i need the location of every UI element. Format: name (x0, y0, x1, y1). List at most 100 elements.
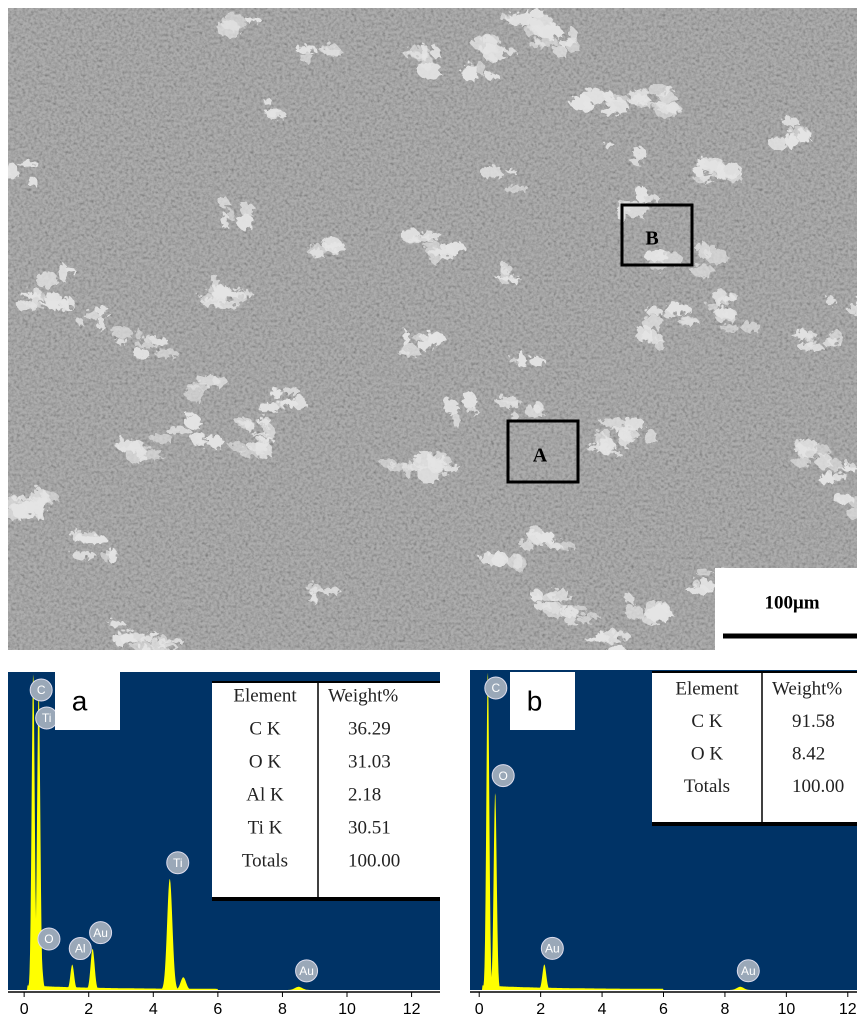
particle (234, 211, 251, 227)
marker-label: B (645, 228, 658, 250)
particle (610, 630, 628, 637)
particle (275, 397, 288, 407)
particle (308, 590, 315, 599)
particle (591, 633, 609, 639)
particle (450, 410, 458, 424)
x-tick-label: 10 (338, 1001, 356, 1018)
particle (793, 329, 808, 338)
particle (494, 394, 517, 405)
particle (228, 440, 244, 450)
particle (22, 301, 45, 305)
particle (402, 329, 408, 346)
particle (517, 539, 531, 547)
particle (108, 324, 129, 337)
particle (796, 342, 821, 349)
particle (307, 586, 318, 590)
particle (268, 386, 280, 396)
scale-label: 100μm (764, 592, 819, 613)
particle (530, 399, 540, 410)
particle (398, 343, 419, 354)
particle (509, 409, 515, 419)
particle (258, 435, 272, 439)
particle (163, 425, 189, 432)
particle (483, 70, 497, 78)
particle (410, 449, 431, 467)
peak-label: Al (75, 942, 86, 956)
panel-label-box (55, 672, 120, 730)
particle (76, 529, 96, 541)
peak-label: O (44, 932, 53, 946)
x-tick-label: 0 (20, 1001, 29, 1018)
particle (478, 163, 501, 176)
particle (147, 431, 170, 441)
particle (42, 290, 60, 307)
particle (409, 331, 422, 338)
particle (460, 389, 474, 407)
particle (3, 493, 21, 507)
particle (237, 202, 254, 213)
particle (790, 454, 808, 465)
particle (261, 95, 270, 102)
particle (254, 417, 269, 423)
particle (504, 167, 514, 171)
panel-label: b (527, 685, 543, 716)
particle (715, 162, 722, 179)
particle (633, 183, 644, 200)
particle (625, 93, 648, 102)
table-cell: 100.00 (792, 776, 844, 797)
particle (692, 162, 703, 175)
particle (655, 102, 680, 110)
particle (441, 396, 456, 412)
particle (784, 129, 793, 138)
particle (427, 245, 440, 262)
sem-image: B A 100μm (0, 8, 857, 661)
particle (528, 592, 540, 598)
particle (729, 291, 736, 300)
particle (280, 385, 297, 392)
particle (415, 59, 439, 77)
particle (510, 553, 524, 569)
particle (693, 568, 712, 572)
table-cell: Totals (242, 850, 288, 871)
particle (508, 275, 516, 281)
particle (576, 616, 592, 621)
particle (739, 320, 759, 330)
particle (574, 612, 599, 616)
particle (530, 26, 542, 33)
particle (501, 183, 526, 190)
table-cell: C K (249, 718, 280, 739)
particle (703, 245, 726, 262)
particle (558, 604, 577, 615)
particle (385, 461, 409, 470)
particle (317, 585, 338, 593)
particle (56, 261, 65, 279)
particle (515, 349, 523, 367)
particle (506, 355, 515, 361)
particle (418, 229, 440, 237)
particle (214, 18, 238, 35)
peak-label: O (499, 769, 508, 783)
particle (133, 326, 140, 338)
particle (113, 337, 128, 341)
particle (545, 587, 568, 599)
particle (249, 430, 267, 434)
particle (319, 46, 340, 53)
particle (188, 429, 203, 444)
particle (147, 629, 157, 634)
table-cell: Element (675, 678, 739, 699)
particle (298, 50, 311, 61)
particle (264, 106, 280, 115)
table: ElementWeight%C K91.58O K8.42Totals100.0… (652, 672, 857, 824)
particle (107, 545, 114, 562)
particle (225, 207, 232, 218)
particle (629, 155, 640, 163)
particle (18, 290, 39, 295)
particle (485, 44, 496, 52)
peak-label: Au (545, 942, 560, 956)
table-cell: Element (233, 685, 297, 706)
particle (142, 333, 150, 341)
peak-label: C (491, 681, 500, 695)
particle (74, 315, 81, 324)
particle (181, 412, 199, 426)
